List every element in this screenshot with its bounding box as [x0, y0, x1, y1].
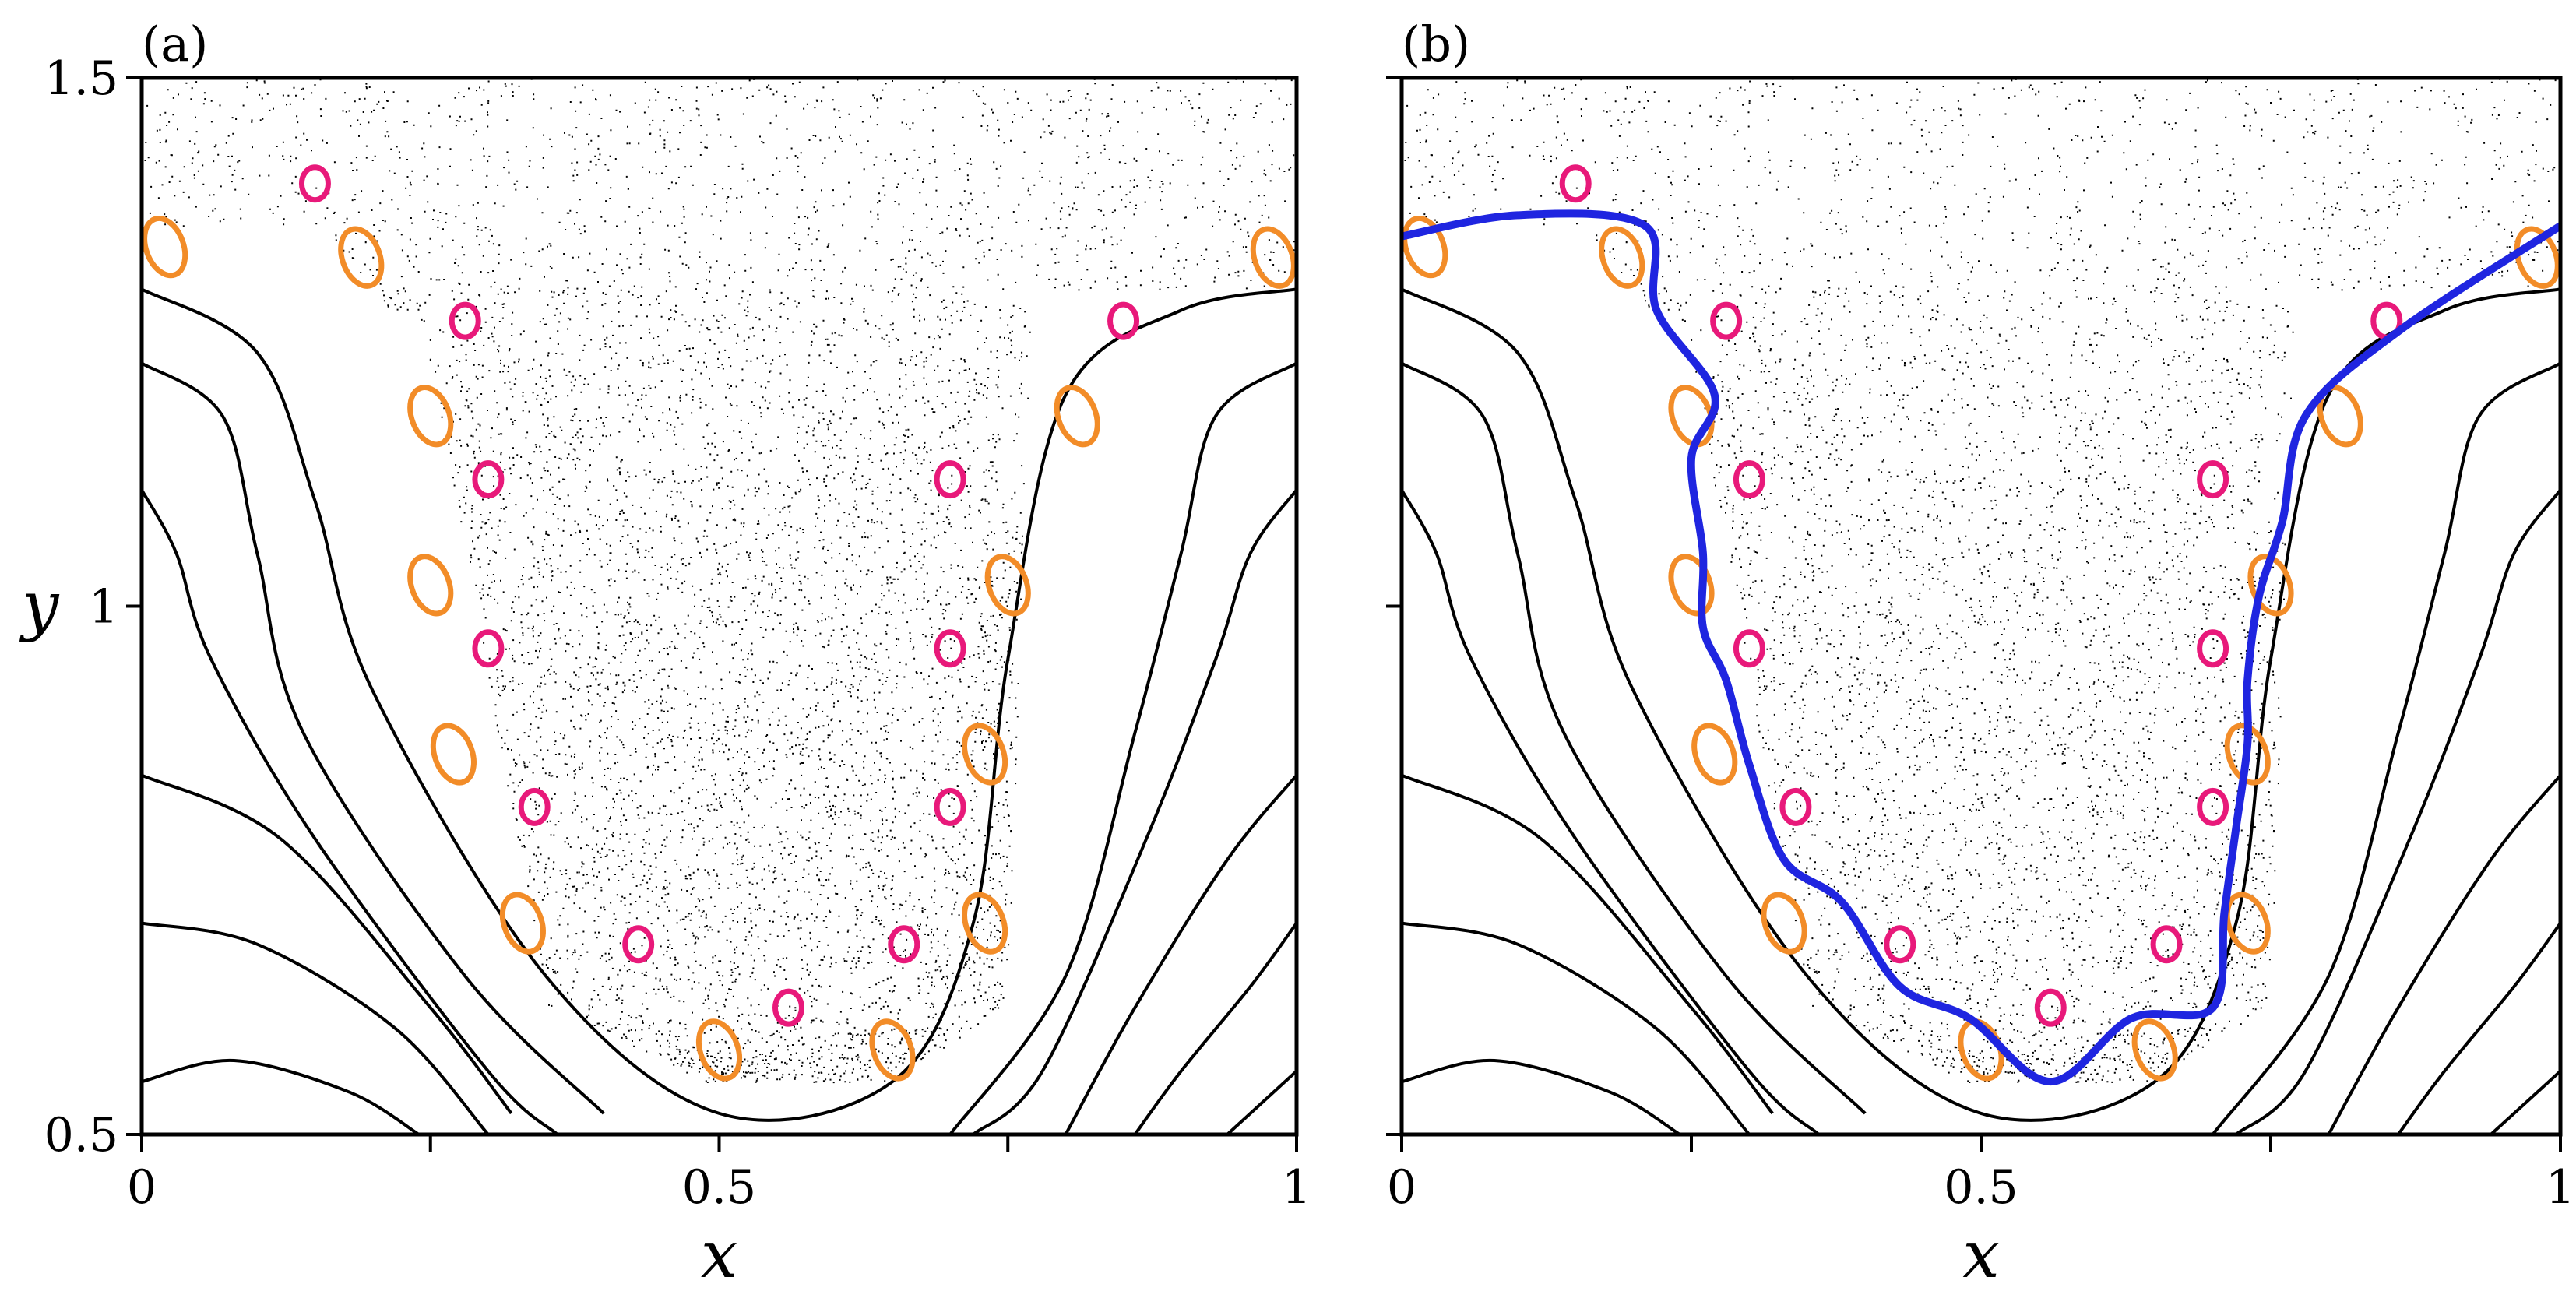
streamline	[1402, 489, 1821, 1134]
x-axis-label-a: x	[701, 1216, 737, 1291]
orange-island	[142, 215, 188, 279]
streamline	[1402, 1058, 1681, 1134]
x-tick-label: 1	[1282, 1160, 1311, 1215]
streamline	[1064, 774, 1297, 1134]
streamline	[2397, 922, 2560, 1134]
pink-island	[888, 925, 920, 964]
streamline	[1402, 361, 1867, 1115]
pink-island	[472, 629, 505, 668]
pink-island	[449, 301, 481, 340]
orange-island	[962, 723, 1008, 786]
orange-island	[2224, 723, 2271, 786]
orange-island	[869, 1018, 916, 1082]
y-tick-label: 1.5	[44, 51, 118, 106]
orange-island	[407, 554, 454, 617]
pink-island	[934, 460, 966, 499]
panel-label-b: (b)	[1402, 16, 1470, 72]
orange-island	[2224, 892, 2271, 955]
pink-island	[934, 787, 966, 826]
y-tick-label: 0.5	[44, 1108, 118, 1163]
streamline	[1402, 773, 1774, 1115]
chaotic-sea-dots-b	[1404, 78, 2560, 1084]
pink-island	[772, 988, 804, 1027]
axes-a: 0 0.5 10.511.5	[44, 51, 1312, 1215]
orange-island	[1402, 215, 1448, 279]
axes-b: 0 0.5 1	[1386, 76, 2575, 1215]
streamline	[142, 361, 605, 1115]
orange-island	[2247, 554, 2294, 617]
orange-island	[2131, 1018, 2178, 1082]
pink-island	[1733, 629, 1765, 668]
streamline	[142, 773, 513, 1115]
pink-island	[622, 925, 655, 964]
pink-island	[2197, 460, 2229, 499]
streamline	[1402, 921, 1751, 1134]
pink-island	[1710, 301, 1743, 340]
orange-island	[1668, 554, 1715, 617]
x-axis-label-b: x	[1962, 1216, 1999, 1291]
orange-island	[1691, 723, 1738, 786]
x-tick-label: 0	[127, 1160, 157, 1215]
pink-island	[472, 460, 505, 499]
boundary-b	[1402, 209, 2560, 1086]
pink-island	[2197, 787, 2229, 826]
islands-a	[142, 164, 1297, 1082]
streamline	[142, 1058, 420, 1134]
streamline	[972, 489, 1297, 1134]
pink-island	[2034, 988, 2067, 1027]
streamline	[2235, 489, 2560, 1134]
orange-island	[1668, 385, 1715, 448]
streamline	[2327, 774, 2560, 1134]
pink-island	[1733, 460, 1765, 499]
y-tick-label: 1	[89, 580, 118, 635]
orange-island	[499, 892, 546, 955]
streamline	[1226, 1070, 1297, 1134]
pink-island	[2197, 629, 2229, 668]
orange-island	[430, 723, 477, 786]
streamline	[142, 489, 559, 1134]
streamline	[2211, 361, 2560, 1134]
orange-island	[695, 1018, 743, 1082]
pink-island	[518, 787, 551, 826]
streamline	[142, 921, 490, 1134]
panel-label-a: (a)	[142, 16, 208, 72]
pink-island	[1559, 164, 1592, 203]
streamlines-a	[142, 287, 1297, 1134]
streamline	[1133, 922, 1297, 1134]
streamline	[948, 361, 1297, 1134]
orange-island	[2514, 226, 2560, 289]
orange-island	[984, 554, 1031, 617]
panel-a: 0 0.5 10.511.5 (a) x y	[19, 16, 1311, 1291]
orange-island	[962, 892, 1008, 955]
orange-island	[1761, 892, 1807, 955]
pink-island	[1779, 787, 1812, 826]
islands-b	[1402, 164, 2560, 1082]
chaotic-sea-dots-a	[144, 78, 1297, 1084]
x-tick-label: 0.5	[1944, 1160, 2018, 1215]
orange-island	[407, 385, 454, 448]
x-tick-label: 0.5	[682, 1160, 756, 1215]
orange-island	[338, 226, 385, 289]
x-tick-label: 1	[2546, 1160, 2575, 1215]
panel-b: 0 0.5 1 (b) x	[1386, 16, 2575, 1291]
streamline	[1402, 287, 2560, 1122]
pink-island	[1884, 925, 1916, 964]
pink-island	[934, 629, 966, 668]
pink-island	[2150, 925, 2183, 964]
orange-island	[1250, 226, 1297, 289]
streamline	[2490, 1070, 2560, 1134]
y-axis-label-a: y	[19, 568, 60, 644]
pink-island	[298, 164, 331, 203]
orange-island	[1599, 226, 1645, 289]
streamlines-b	[1402, 287, 2560, 1134]
streamline	[142, 287, 1297, 1122]
pink-island	[1107, 301, 1140, 340]
x-tick-label: 0	[1387, 1160, 1416, 1215]
orange-island	[1054, 385, 1100, 448]
transport-boundary-curve	[1402, 209, 2560, 1086]
